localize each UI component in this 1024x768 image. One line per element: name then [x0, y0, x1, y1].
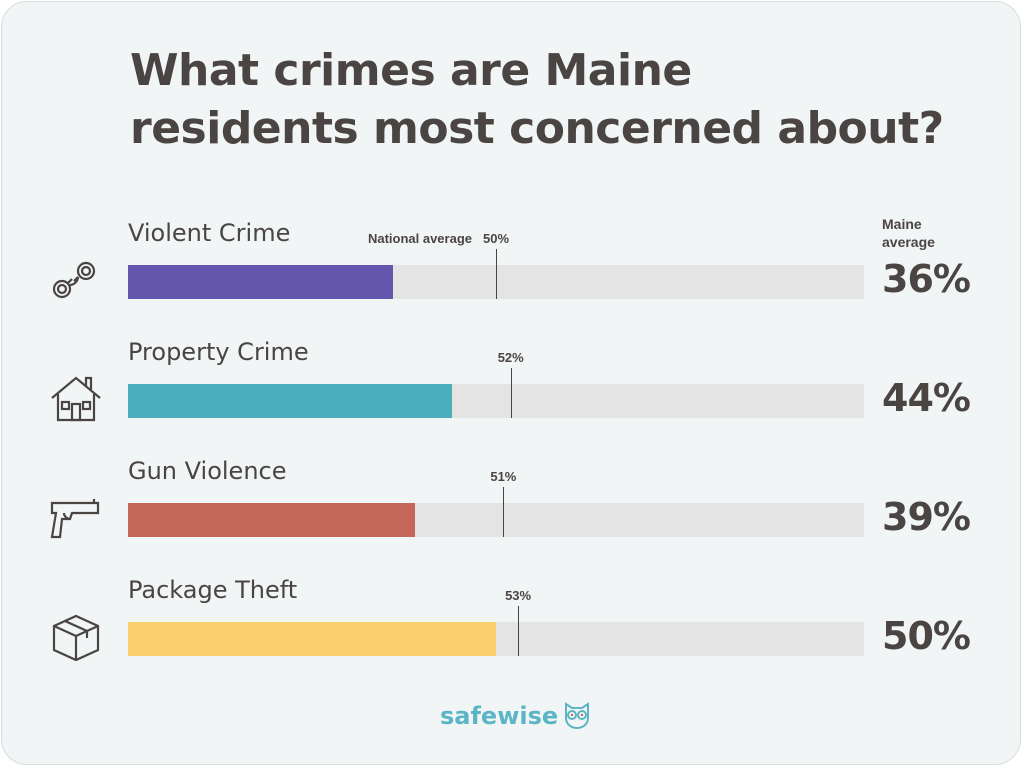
- bar-value: [128, 384, 452, 418]
- title-line-2: residents most concerned about?: [130, 103, 944, 154]
- national-average-marker: [510, 368, 512, 418]
- bar-value: [128, 503, 416, 537]
- bar-row-property-crime: Property Crime 52% 44%: [2, 338, 1022, 448]
- maine-average-header: Maine average: [882, 215, 935, 251]
- bar-row-package-theft: Package Theft 53% 50%: [2, 576, 1022, 686]
- chart-title: What crimes are Maine residents most con…: [130, 42, 944, 158]
- package-box-icon: [52, 614, 100, 662]
- category-label: Property Crime: [128, 338, 309, 366]
- national-average-caption: National average: [367, 231, 472, 246]
- title-line-1: What crimes are Maine: [130, 45, 692, 96]
- handcuffs-icon: [52, 261, 96, 299]
- safewise-logo: safewise: [440, 702, 559, 730]
- national-average-marker: [518, 606, 520, 656]
- bar-track: [128, 622, 864, 656]
- maine-average-header-line-2: average: [882, 234, 935, 250]
- bar-track: [128, 503, 864, 537]
- bar-value: [128, 265, 393, 299]
- category-label: Package Theft: [128, 576, 298, 604]
- maine-average-value: 50%: [882, 614, 971, 658]
- bar-row-violent-crime: Violent Crime National average 50% 36%: [2, 219, 1022, 329]
- national-average-label: 51%: [490, 469, 517, 484]
- category-label: Gun Violence: [128, 457, 287, 485]
- national-average-label: 50%: [482, 231, 510, 246]
- national-average-label: 53%: [505, 588, 532, 603]
- owl-logo-icon: [565, 702, 589, 730]
- handgun-icon: [50, 499, 100, 539]
- maine-average-header-line-1: Maine: [882, 216, 922, 232]
- bar-track: [128, 384, 864, 418]
- category-label: Violent Crime: [128, 219, 291, 247]
- bar-row-gun-violence: Gun Violence 51% 39%: [2, 457, 1022, 567]
- house-icon: [51, 376, 101, 422]
- national-average-label: 52%: [497, 350, 524, 365]
- maine-average-value: 39%: [882, 495, 971, 539]
- maine-average-value: 44%: [882, 376, 971, 420]
- national-average-marker: [496, 249, 497, 299]
- maine-average-value: 36%: [882, 257, 971, 301]
- national-average-marker: [503, 487, 505, 537]
- bar-value: [128, 622, 496, 656]
